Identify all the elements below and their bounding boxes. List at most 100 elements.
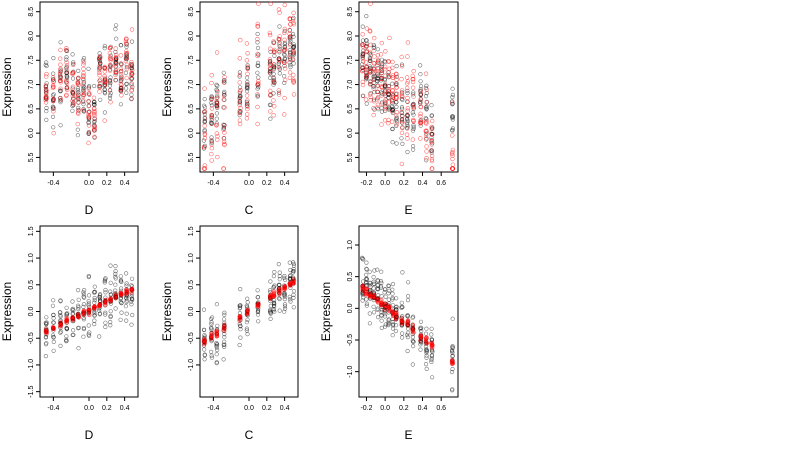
observed-point [268,75,273,80]
fitted-point [429,148,434,153]
fitted-point [70,70,75,76]
y-tick-label: -0.5 [347,334,354,346]
fitted-point [103,302,108,307]
fitted-point [282,37,287,42]
y-tick-label: 8.0 [28,31,35,41]
observed-point [92,118,97,124]
fitted-point [221,97,227,102]
observed-point [103,312,108,317]
observed-point [383,108,388,113]
fitted-point [43,97,48,103]
observed-point [129,299,134,304]
observed-point [390,104,395,109]
fitted-point [221,80,227,85]
fitted-point [418,104,423,110]
fitted-point [367,28,372,33]
observed-point [418,72,423,77]
observed-point [124,311,129,316]
observed-point [271,298,277,303]
observed-point [108,292,113,297]
observed-point [129,302,134,307]
fitted-point [129,88,134,93]
fitted-point [371,98,377,104]
observed-point [255,295,260,300]
fitted-point [209,96,214,102]
fitted-point [424,129,429,134]
fitted-point [290,17,296,22]
observed-point [51,313,56,318]
fitted-point [268,46,273,51]
observed-point [387,288,392,293]
fitted-point [107,88,113,93]
observed-point [209,100,214,106]
fitted-point [282,47,287,53]
observed-point [215,103,220,108]
observed-point [81,334,86,339]
fitted-point [51,326,56,331]
fitted-point [245,307,250,313]
observed-point [418,92,423,97]
observed-point [124,90,129,95]
observed-point [214,116,219,121]
fitted-point [371,69,376,74]
observed-point [237,70,242,75]
observed-point [214,100,219,105]
observed-point [390,108,395,113]
observed-point [364,272,369,278]
x-tick-label: -0.2 [360,405,372,412]
fitted-point [418,136,423,141]
x-tick-label: 0.4 [120,405,130,412]
observed-point [222,77,227,83]
fitted-point [86,86,92,91]
fitted-point [255,36,260,42]
fitted-point [386,117,391,123]
observed-point [82,295,87,300]
observed-point [108,75,113,80]
observed-point [394,74,400,79]
fitted-point [44,71,49,77]
x-tick-label: 0.0 [244,405,254,412]
observed-point [64,66,69,71]
observed-point [202,109,207,114]
observed-point [221,125,226,130]
points [360,255,455,393]
observed-point [367,321,373,326]
y-tick-label: 0.5 [28,280,35,290]
panel-4: -0.4 0.0 0.2 0.4 -1.5 -1.0 -0.5 0.0 0.5 1.0 1.5 D Ex… [0,225,139,442]
fitted-point [102,73,107,79]
observed-point [282,42,287,47]
observed-point [108,309,113,314]
fitted-point [81,66,86,72]
observed-point [107,78,112,83]
observed-point [429,353,435,358]
fitted-point [118,66,124,72]
fitted-point [214,131,220,136]
observed-point [209,118,214,123]
observed-point [209,316,214,322]
observed-point [276,262,281,267]
y-axis-label: Expression [160,57,174,116]
observed-point [108,280,113,285]
fitted-point [76,315,81,320]
fitted-point [255,24,261,29]
fitted-point [58,66,63,72]
observed-point [102,43,107,49]
observed-point [390,140,395,145]
observed-point [58,343,63,349]
observed-point [394,99,399,105]
observed-point [64,70,69,75]
x-tick-label: 0.6 [436,180,446,187]
fitted-point [92,113,97,118]
observed-point [411,147,416,152]
fitted-point [429,126,434,131]
observed-point [97,84,102,89]
fitted-point [379,70,384,76]
observed-point [58,298,63,303]
observed-point [221,122,226,127]
observed-point [64,334,69,339]
observed-point [406,280,411,285]
fitted-point [92,134,97,140]
observed-point [423,362,429,367]
observed-point [367,290,372,295]
observed-point [71,60,76,65]
